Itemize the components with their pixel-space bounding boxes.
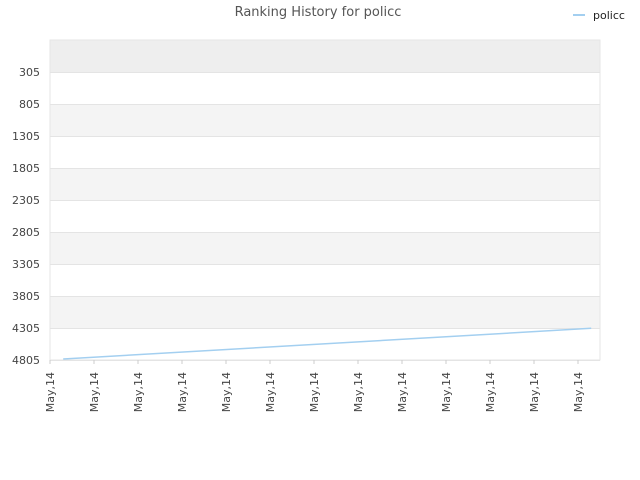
x-tick-label: May,14 (440, 372, 453, 412)
x-tick-label: May,14 (352, 372, 365, 412)
chart-title: Ranking History for policc (235, 5, 402, 20)
plot-band (50, 104, 600, 136)
plot-band (50, 40, 600, 72)
x-tick-label: May,14 (396, 372, 409, 412)
y-tick-label: 4305 (12, 322, 40, 335)
y-tick-label: 1305 (12, 130, 40, 143)
x-tick-label: May,14 (528, 372, 541, 412)
x-axis: May,14 May,14 May,14 May,14 May,14 May,14 May,… (44, 360, 585, 412)
x-tick-label: May,14 (132, 372, 145, 412)
plot-band (50, 136, 600, 168)
plot-band (50, 296, 600, 328)
y-tick-label: 1805 (12, 162, 40, 175)
series-line-policc (63, 327, 592, 360)
x-tick-label: May,14 (176, 372, 189, 412)
y-tick-label: 3805 (12, 290, 40, 303)
x-tick-label: May,14 (264, 372, 277, 412)
y-tick-label: 4805 (12, 354, 40, 367)
plot-band (50, 264, 600, 296)
x-tick-label: May,14 (484, 372, 497, 412)
series-layer (63, 327, 592, 360)
x-tick-label: May,14 (308, 372, 321, 412)
y-tick-label: 2805 (12, 226, 40, 239)
plot-band (50, 168, 600, 200)
x-tick-label: May,14 (220, 372, 233, 412)
grid-lines (50, 72, 600, 361)
plot-band (50, 72, 600, 104)
y-tick-label: 805 (19, 98, 40, 111)
legend-series-label: policc (593, 9, 625, 22)
legend[interactable]: policc (573, 9, 625, 22)
x-tick-label: May,14 (572, 372, 585, 412)
plot-band (50, 200, 600, 232)
x-tick-label: May,14 (88, 372, 101, 412)
y-tick-label: 3305 (12, 258, 40, 271)
y-tick-label: 2305 (12, 194, 40, 207)
plot-band (50, 232, 600, 264)
y-tick-label: 305 (19, 66, 40, 79)
x-tick-label: May,14 (44, 372, 57, 412)
y-axis: 305 805 1305 1805 2305 2805 3305 3805 4305 4805 (12, 66, 40, 367)
